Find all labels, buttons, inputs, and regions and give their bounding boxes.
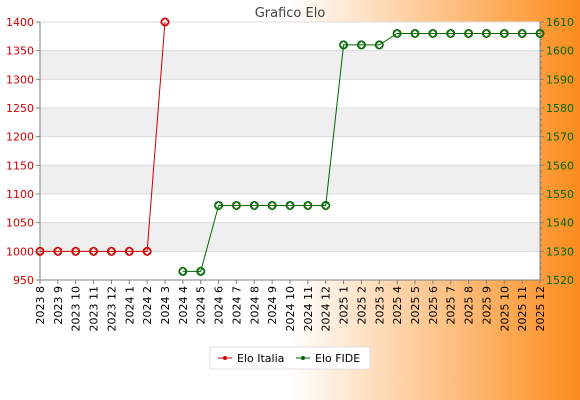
right-tick-label: 1600 bbox=[546, 45, 574, 58]
x-tick-label: 2024 7 bbox=[230, 286, 243, 325]
x-tick-label: 2023 12 bbox=[105, 286, 118, 332]
data-point-ring bbox=[196, 266, 206, 276]
chart-title: Grafico Elo bbox=[255, 6, 326, 21]
right-tick-label: 1520 bbox=[546, 274, 574, 287]
left-tick-label: 950 bbox=[13, 274, 34, 287]
x-tick-label: 2024 11 bbox=[302, 286, 315, 332]
x-tick-label: 2023 9 bbox=[52, 286, 65, 325]
left-tick-label: 1100 bbox=[6, 188, 34, 201]
data-point-ring bbox=[356, 40, 366, 50]
left-tick-label: 1300 bbox=[6, 73, 34, 86]
data-point-ring bbox=[428, 28, 438, 38]
right-tick-label: 1610 bbox=[546, 16, 574, 29]
data-point-ring bbox=[410, 28, 420, 38]
data-point-ring bbox=[124, 246, 134, 256]
data-point-ring bbox=[374, 40, 384, 50]
grid-band bbox=[40, 50, 540, 80]
x-tick-label: 2025 4 bbox=[391, 286, 404, 325]
data-point-ring bbox=[142, 246, 152, 256]
left-tick-label: 1350 bbox=[6, 45, 34, 58]
data-point-ring bbox=[517, 28, 527, 38]
data-point-ring bbox=[535, 28, 545, 38]
data-point-ring bbox=[499, 28, 509, 38]
legend-box bbox=[209, 346, 371, 370]
legend: Elo Italia Elo FIDE bbox=[209, 346, 371, 370]
left-tick-label: 1250 bbox=[6, 102, 34, 115]
x-tick-label: 2023 8 bbox=[34, 286, 47, 325]
data-point-ring bbox=[160, 17, 170, 27]
data-point-ring bbox=[321, 200, 331, 210]
legend-swatch-marker bbox=[301, 356, 305, 360]
x-tick-label: 2024 6 bbox=[213, 286, 226, 325]
x-tick-label: 2024 12 bbox=[320, 286, 333, 332]
x-tick-label: 2025 9 bbox=[480, 286, 493, 325]
right-tick-label: 1560 bbox=[546, 159, 574, 172]
x-tick-label: 2025 3 bbox=[373, 286, 386, 325]
series-line-elo-italia bbox=[40, 21, 166, 252]
data-point-ring bbox=[53, 246, 63, 256]
x-tick-label: 2025 12 bbox=[534, 286, 547, 332]
data-point-ring bbox=[106, 246, 116, 256]
x-tick-label: 2024 1 bbox=[123, 286, 136, 325]
data-point-ring bbox=[71, 246, 81, 256]
data-point-ring bbox=[481, 28, 491, 38]
data-point-ring bbox=[339, 40, 349, 50]
x-tick-label: 2025 5 bbox=[409, 286, 422, 325]
data-point-ring bbox=[231, 200, 241, 210]
right-tick-label: 1530 bbox=[546, 245, 574, 258]
data-point-ring bbox=[178, 266, 188, 276]
data-point-ring bbox=[392, 28, 402, 38]
x-tick-label: 2024 9 bbox=[266, 286, 279, 325]
data-point-ring bbox=[464, 28, 474, 38]
x-tick-label: 2023 11 bbox=[88, 286, 101, 332]
data-point-ring bbox=[35, 246, 45, 256]
left-tick-label: 1400 bbox=[6, 16, 34, 29]
x-tick-label: 2025 8 bbox=[463, 286, 476, 325]
data-point-ring bbox=[303, 200, 313, 210]
x-tick-label: 2025 11 bbox=[516, 286, 529, 332]
x-tick-label: 2024 4 bbox=[177, 286, 190, 325]
data-point-ring bbox=[267, 200, 277, 210]
x-tick-label: 2023 10 bbox=[70, 286, 83, 332]
left-tick-label: 1000 bbox=[6, 245, 34, 258]
x-tick-label: 2025 2 bbox=[355, 286, 368, 325]
x-tick-label: 2024 10 bbox=[284, 286, 297, 332]
x-tick-label: 2024 2 bbox=[141, 286, 154, 325]
right-tick-label: 1550 bbox=[546, 188, 574, 201]
left-tick-label: 1200 bbox=[6, 131, 34, 144]
data-point-ring bbox=[89, 246, 99, 256]
legend-swatch-marker bbox=[223, 356, 227, 360]
right-tick-label: 1590 bbox=[546, 73, 574, 86]
data-point-ring bbox=[214, 200, 224, 210]
data-point-ring bbox=[249, 200, 259, 210]
x-tick-label: 2025 10 bbox=[498, 286, 511, 332]
legend-label: Elo Italia bbox=[237, 352, 284, 365]
x-tick-label: 2024 3 bbox=[159, 286, 172, 325]
grid-band bbox=[40, 108, 540, 137]
series-line-elo-fide bbox=[182, 32, 540, 272]
data-point-ring bbox=[285, 200, 295, 210]
legend-label: Elo FIDE bbox=[315, 352, 360, 365]
x-tick-label: 2024 8 bbox=[248, 286, 261, 325]
grid-band bbox=[40, 165, 540, 194]
x-tick-label: 2025 1 bbox=[338, 286, 351, 325]
left-tick-label: 1150 bbox=[6, 159, 34, 172]
right-tick-label: 1570 bbox=[546, 131, 574, 144]
x-tick-label: 2025 7 bbox=[445, 286, 458, 325]
data-point-ring bbox=[446, 28, 456, 38]
left-tick-label: 1050 bbox=[6, 217, 34, 230]
right-tick-label: 1580 bbox=[546, 102, 574, 115]
x-tick-label: 2025 6 bbox=[427, 286, 440, 325]
right-tick-label: 1540 bbox=[546, 217, 574, 230]
x-tick-label: 2024 5 bbox=[195, 286, 208, 325]
grid-band bbox=[40, 222, 540, 252]
